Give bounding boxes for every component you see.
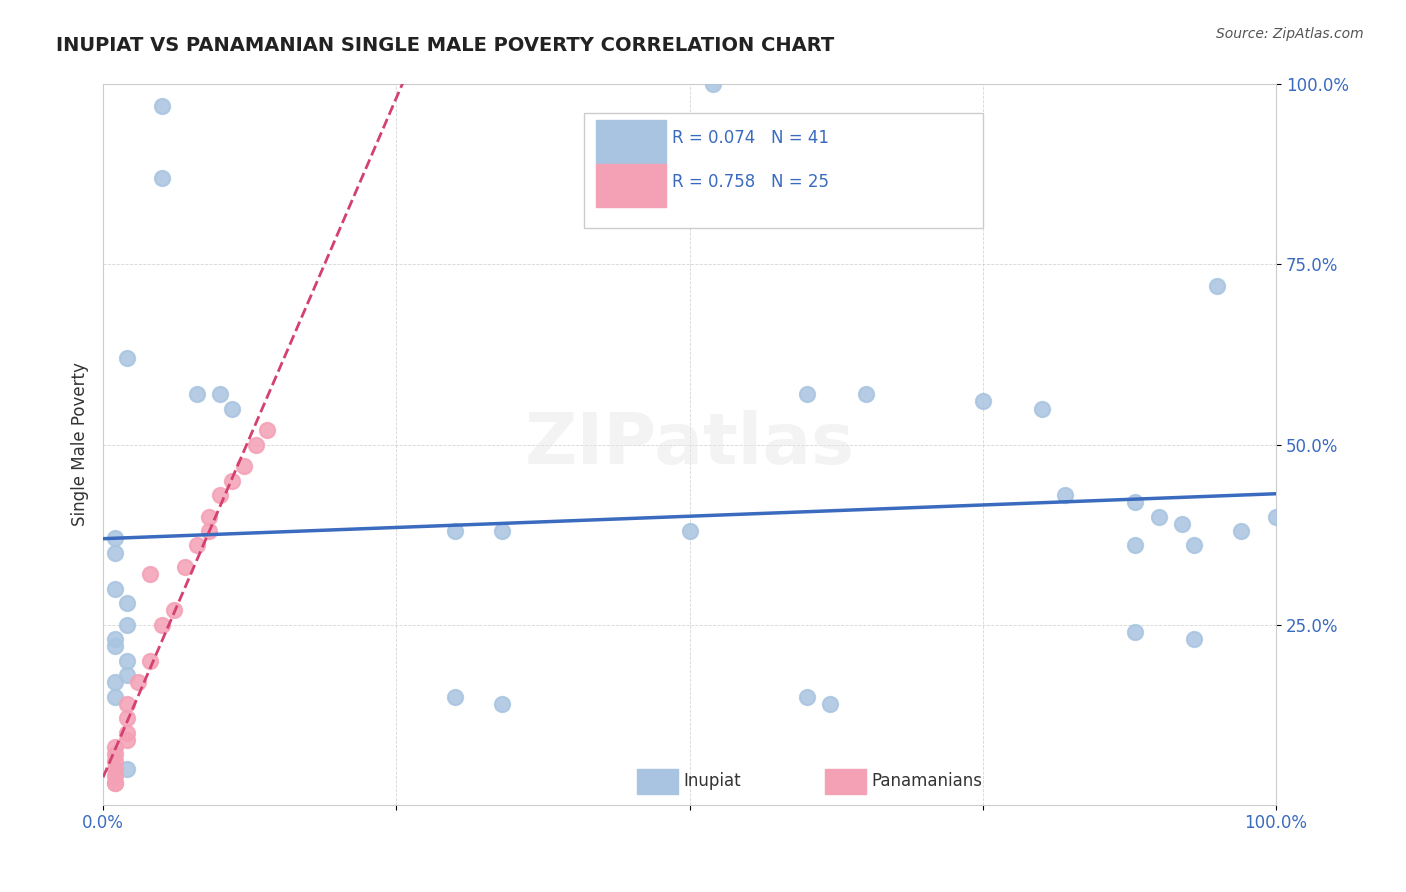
- Point: [209, 387, 232, 401]
- Point: [1182, 632, 1205, 646]
- Point: [104, 639, 127, 653]
- Text: INUPIAT VS PANAMANIAN SINGLE MALE POVERTY CORRELATION CHART: INUPIAT VS PANAMANIAN SINGLE MALE POVERT…: [56, 36, 835, 54]
- Point: [115, 654, 138, 668]
- Point: [1031, 401, 1053, 416]
- Point: [1265, 509, 1288, 524]
- FancyBboxPatch shape: [583, 113, 983, 228]
- Text: R = 0.758   N = 25: R = 0.758 N = 25: [672, 173, 830, 191]
- Point: [104, 531, 127, 545]
- Point: [197, 524, 219, 538]
- Point: [139, 654, 162, 668]
- Point: [115, 762, 138, 776]
- Point: [820, 697, 842, 711]
- Point: [150, 171, 173, 186]
- Point: [115, 711, 138, 725]
- Point: [186, 538, 208, 552]
- Point: [232, 459, 254, 474]
- Point: [245, 437, 267, 451]
- Point: [678, 524, 700, 538]
- Point: [1123, 495, 1146, 509]
- Point: [104, 690, 127, 704]
- Point: [115, 725, 138, 739]
- Point: [115, 596, 138, 610]
- Point: [796, 387, 818, 401]
- Point: [209, 488, 232, 502]
- Point: [104, 546, 127, 560]
- Point: [104, 755, 127, 769]
- Point: [150, 617, 173, 632]
- Point: [104, 747, 127, 762]
- FancyBboxPatch shape: [824, 769, 866, 794]
- Point: [186, 387, 208, 401]
- Point: [115, 668, 138, 682]
- FancyBboxPatch shape: [596, 163, 666, 207]
- FancyBboxPatch shape: [637, 769, 678, 794]
- Point: [174, 560, 197, 574]
- Point: [104, 675, 127, 690]
- Text: ZIPatlas: ZIPatlas: [524, 410, 855, 479]
- Point: [444, 524, 467, 538]
- Point: [104, 762, 127, 776]
- Point: [491, 697, 513, 711]
- Point: [115, 697, 138, 711]
- Point: [1182, 538, 1205, 552]
- Point: [1123, 538, 1146, 552]
- Point: [444, 690, 467, 704]
- Point: [1171, 516, 1194, 531]
- Y-axis label: Single Male Poverty: Single Male Poverty: [72, 363, 89, 526]
- Point: [104, 769, 127, 783]
- Point: [1123, 624, 1146, 639]
- Point: [104, 776, 127, 790]
- Point: [221, 474, 243, 488]
- Point: [702, 78, 724, 92]
- Text: Panamanians: Panamanians: [872, 772, 983, 790]
- FancyBboxPatch shape: [596, 120, 666, 163]
- Point: [127, 675, 149, 690]
- Point: [972, 394, 994, 409]
- Point: [104, 582, 127, 596]
- Point: [491, 524, 513, 538]
- Point: [115, 732, 138, 747]
- Point: [1206, 279, 1229, 293]
- Point: [256, 423, 278, 437]
- Point: [855, 387, 877, 401]
- Point: [104, 740, 127, 755]
- Point: [150, 99, 173, 113]
- Point: [104, 776, 127, 790]
- Point: [162, 603, 184, 617]
- Point: [104, 632, 127, 646]
- Point: [796, 690, 818, 704]
- Point: [139, 567, 162, 582]
- Point: [1230, 524, 1253, 538]
- Point: [115, 351, 138, 365]
- Text: Source: ZipAtlas.com: Source: ZipAtlas.com: [1216, 27, 1364, 41]
- Point: [115, 617, 138, 632]
- Text: R = 0.074   N = 41: R = 0.074 N = 41: [672, 129, 830, 147]
- Point: [1053, 488, 1076, 502]
- Point: [221, 401, 243, 416]
- Point: [1147, 509, 1170, 524]
- Text: Inupiat: Inupiat: [683, 772, 741, 790]
- Point: [197, 509, 219, 524]
